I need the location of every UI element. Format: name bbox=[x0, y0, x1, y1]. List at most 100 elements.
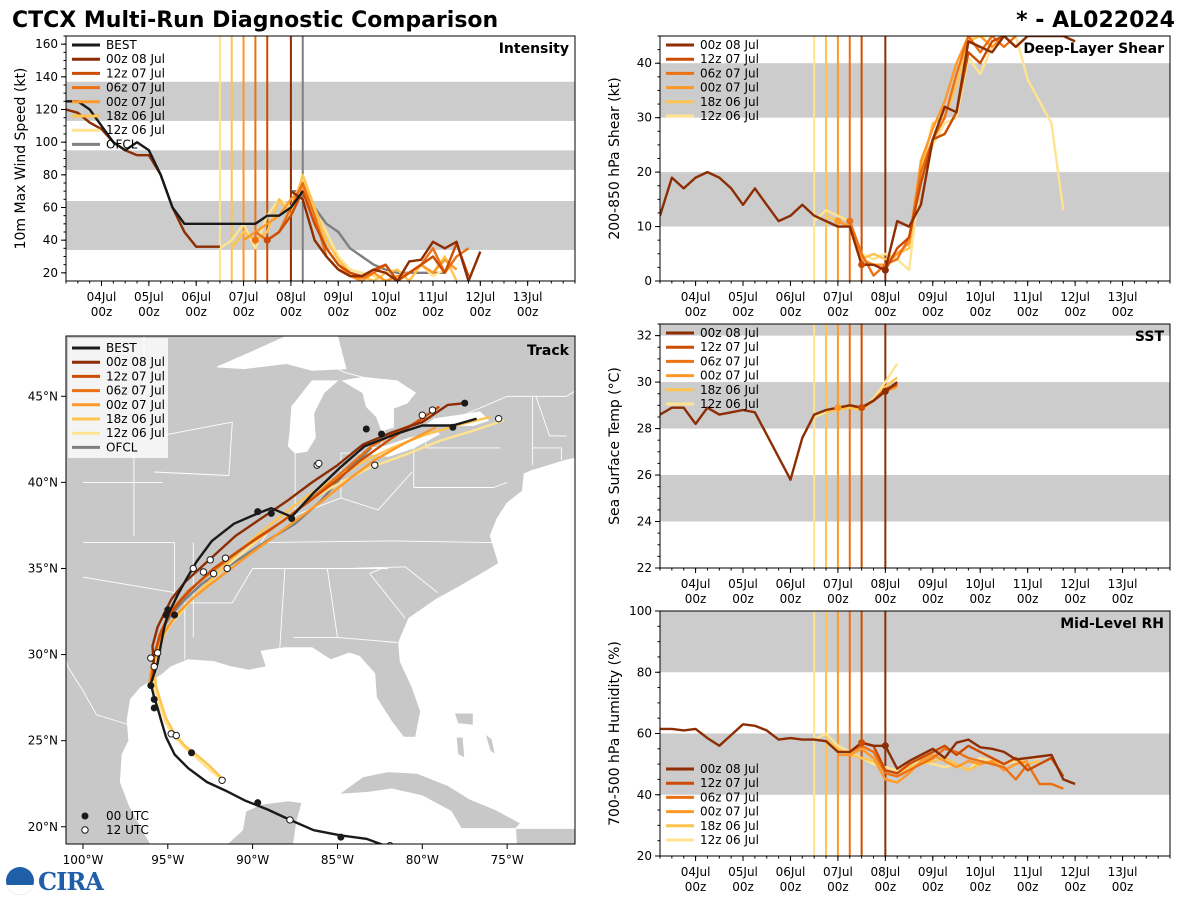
intensity-ytick-label: 20 bbox=[43, 266, 58, 280]
sst-xtick-label: 05Jul bbox=[728, 577, 758, 591]
shear-legend-label: 00z 07 Jul bbox=[700, 81, 759, 95]
intensity-xtick-label-hour: 00z bbox=[138, 305, 160, 319]
track-marker-00utc bbox=[150, 695, 158, 703]
sst-background bbox=[660, 324, 1170, 568]
border-canada-west bbox=[66, 336, 165, 337]
lake-michigan bbox=[287, 380, 339, 454]
intensity-xtick-label: 13Jul bbox=[513, 290, 543, 304]
rh-legend-label: 12z 06 Jul bbox=[700, 833, 759, 847]
intensity-panel: 2040608010012014016004Jul00z05Jul00z06Ju… bbox=[13, 35, 576, 319]
rh-ytick-label: 60 bbox=[637, 727, 652, 741]
track-marker-12utc bbox=[494, 414, 503, 423]
track-frame bbox=[65, 335, 576, 845]
shear-ytick-label: 20 bbox=[637, 165, 652, 179]
shear-ytick-label: 0 bbox=[644, 274, 652, 288]
intensity-title: Intensity bbox=[499, 41, 569, 57]
shear-series-00z-08-jul bbox=[660, 36, 1076, 272]
shear-ylabel: 200-850 hPa Shear (kt) bbox=[607, 77, 623, 239]
intensity-legend-label: 12z 06 Jul bbox=[106, 123, 165, 137]
state-border-23 bbox=[154, 471, 229, 476]
rh-panel: 2040608010004Jul00z05Jul00z06Jul00z07Jul… bbox=[607, 604, 1171, 894]
rh-init-marker-12z bbox=[858, 739, 866, 747]
shear-xtick-label-hour: 00z bbox=[732, 305, 754, 319]
track-ytick-label: 25°N bbox=[28, 734, 58, 748]
rh-xtick-label: 13Jul bbox=[1108, 865, 1138, 879]
track-marker-12utc bbox=[223, 564, 231, 573]
track-xtick-label: 95°W bbox=[151, 853, 184, 867]
shear-xtick-label-hour: 00z bbox=[1112, 305, 1134, 319]
rh-ytick-label: 100 bbox=[629, 604, 652, 618]
rh-xtick-label: 12Jul bbox=[1060, 865, 1090, 879]
shear-plot-area bbox=[660, 36, 1170, 281]
track-legend-label: 18z 06 Jul bbox=[106, 412, 165, 426]
intensity-xtick-label-hour: 00z bbox=[185, 305, 207, 319]
track-marker-12utc bbox=[199, 568, 208, 576]
track-legend-label: 12z 06 Jul bbox=[106, 426, 165, 440]
intensity-init-marker-06z bbox=[251, 236, 259, 244]
rh-band-0 bbox=[660, 733, 1170, 795]
shear-xtick-label: 12Jul bbox=[1060, 290, 1090, 304]
shear-xtick-label-hour: 00z bbox=[780, 305, 802, 319]
intensity-legend-label: 12z 07 Jul bbox=[106, 66, 165, 80]
rh-legend-label: 18z 06 Jul bbox=[700, 819, 759, 833]
sst-band-0 bbox=[660, 475, 1170, 522]
track-marker-12utc bbox=[371, 461, 379, 469]
shear-band-1 bbox=[660, 63, 1170, 118]
state-border-7 bbox=[326, 568, 338, 638]
sst-title: SST bbox=[1135, 329, 1165, 345]
shear-xtick-label-hour: 00z bbox=[875, 305, 897, 319]
state-border-6 bbox=[279, 568, 286, 648]
intensity-xtick-label-hour: 00z bbox=[91, 305, 113, 319]
track-xtick-label: 90°W bbox=[236, 853, 269, 867]
border-mexico bbox=[66, 659, 131, 726]
rh-ytick-label: 80 bbox=[637, 665, 652, 679]
sst-frame bbox=[659, 323, 1171, 569]
rh-xtick-label-hour: 00z bbox=[1017, 880, 1039, 894]
intensity-xtick-label: 04Jul bbox=[87, 290, 117, 304]
land-bahamas-2 bbox=[455, 736, 466, 759]
intensity-xtick-label: 09Jul bbox=[323, 290, 353, 304]
track-legend-bg bbox=[68, 338, 168, 458]
intensity-xtick-label-hour: 00z bbox=[233, 305, 255, 319]
shear-legend-label: 06z 07 Jul bbox=[700, 66, 759, 80]
track-legend-marker-00 bbox=[81, 812, 89, 820]
lake-huron bbox=[341, 376, 417, 432]
intensity-legend-label: 00z 07 Jul bbox=[106, 95, 165, 109]
sst-band-1 bbox=[660, 382, 1170, 429]
track-marker-00utc bbox=[267, 509, 275, 517]
rh-xtick-label: 05Jul bbox=[728, 865, 758, 879]
sst-xtick-label: 09Jul bbox=[918, 577, 948, 591]
sst-legend-label: 06z 07 Jul bbox=[700, 354, 759, 368]
track-marker-12utc bbox=[172, 731, 180, 740]
track-marker-00utc bbox=[449, 423, 457, 431]
shear-xtick-label: 08Jul bbox=[870, 290, 900, 304]
intensity-ytick-label: 60 bbox=[43, 201, 58, 215]
shear-xtick-label: 04Jul bbox=[681, 290, 711, 304]
sst-init-marker-12z bbox=[858, 404, 866, 412]
intensity-plot-area bbox=[66, 36, 575, 281]
cira-logo-text: CIRA bbox=[38, 866, 104, 896]
intensity-series-best bbox=[66, 100, 304, 225]
sst-ytick-label: 22 bbox=[637, 561, 652, 575]
shear-ytick-label: 10 bbox=[637, 220, 652, 234]
sst-xtick-label: 10Jul bbox=[965, 577, 995, 591]
rh-ytick-label: 40 bbox=[637, 788, 652, 802]
intensity-xtick-label-hour: 00z bbox=[517, 305, 539, 319]
intensity-ytick-label: 160 bbox=[35, 37, 58, 51]
state-border-38 bbox=[535, 396, 550, 437]
intensity-series-00z-08-jul bbox=[66, 108, 482, 281]
land-cuba bbox=[337, 771, 522, 829]
state-border-15 bbox=[340, 497, 379, 511]
shear-xtick-label: 09Jul bbox=[918, 290, 948, 304]
rh-xtick-label: 10Jul bbox=[965, 865, 995, 879]
intensity-xtick-label: 11Jul bbox=[418, 290, 448, 304]
track-xtick-label: 85°W bbox=[321, 853, 354, 867]
state-border-42 bbox=[82, 576, 175, 594]
intensity-xtick-label-hour: 00z bbox=[280, 305, 302, 319]
state-border-11 bbox=[393, 540, 492, 544]
intensity-legend-label: OFCL bbox=[106, 137, 138, 151]
rh-xtick-label-hour: 00z bbox=[922, 880, 944, 894]
track-marker-00utc bbox=[378, 430, 386, 438]
sst-plot-area bbox=[660, 324, 1170, 568]
